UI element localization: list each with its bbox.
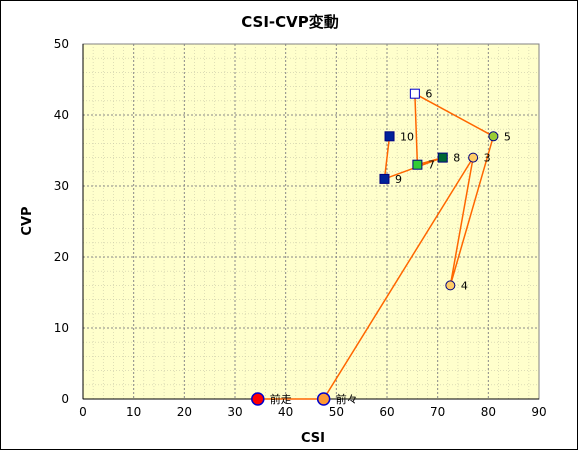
data-point	[412, 159, 423, 170]
data-label: 7	[428, 159, 435, 172]
x-tick-label: 0	[79, 405, 87, 419]
y-tick-label: 40	[54, 108, 69, 122]
data-label: 8	[453, 152, 460, 165]
x-axis-title: CSI	[301, 431, 325, 446]
data-point	[251, 392, 265, 406]
data-label: 前々	[336, 392, 358, 406]
y-tick-label: 50	[54, 37, 69, 51]
tick-labels: 0 10 20 30 40 50 60 70 80 90 0 10 20 30 40 50	[54, 37, 547, 419]
data-point	[437, 152, 448, 163]
x-tick-label: 60	[379, 405, 394, 419]
y-tick-label: 0	[61, 392, 69, 406]
data-point	[445, 280, 456, 291]
data-points	[251, 88, 499, 406]
data-point	[384, 131, 395, 142]
data-point	[409, 88, 420, 99]
x-tick-label: 20	[177, 405, 192, 419]
x-tick-label: 10	[126, 405, 141, 419]
x-tick-label: 90	[531, 405, 546, 419]
y-tick-label: 10	[54, 321, 69, 335]
data-label: 3	[484, 152, 491, 165]
data-label: 5	[504, 130, 511, 143]
data-label: 6	[425, 88, 432, 101]
data-point	[488, 131, 499, 142]
x-tick-label: 80	[481, 405, 496, 419]
x-tick-label: 30	[227, 405, 242, 419]
data-labels: 前走 前々 3 4 5 6 7 8 9 10	[270, 88, 511, 406]
data-label: 4	[461, 279, 468, 292]
data-label: 前走	[270, 392, 292, 406]
y-axis-title: CVP	[20, 206, 35, 235]
data-point	[316, 392, 331, 406]
data-point	[379, 173, 390, 184]
plot-area	[82, 43, 540, 400]
y-tick-label: 20	[54, 250, 69, 264]
data-point	[468, 152, 479, 163]
x-tick-label: 70	[430, 405, 445, 419]
data-label: 10	[400, 130, 414, 143]
x-tick-label: 50	[329, 405, 344, 419]
data-label: 9	[395, 173, 402, 186]
y-tick-label: 30	[54, 179, 69, 193]
x-tick-label: 40	[278, 405, 293, 419]
chart-title: CSI-CVP変動	[241, 13, 339, 31]
